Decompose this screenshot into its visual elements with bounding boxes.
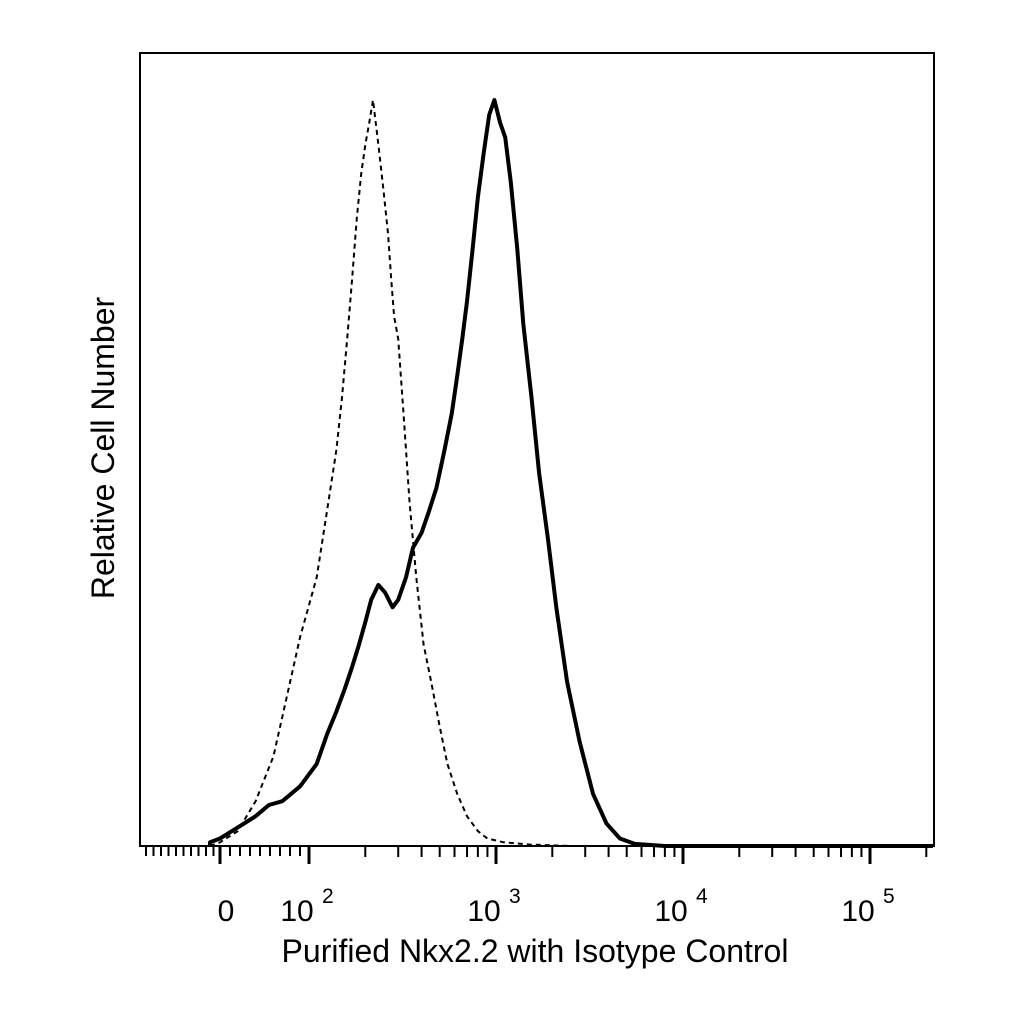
x-axis-ticks [140, 845, 934, 864]
x-tick-label: 10 [280, 895, 313, 928]
x-tick-label: 10 [841, 895, 874, 928]
nkx2-2-histogram [208, 98, 933, 848]
series-layer [208, 98, 933, 848]
x-tick-labels: 0 10 2 10 3 10 4 10 5 [218, 885, 895, 928]
x-tick-label: 10 [654, 895, 687, 928]
x-tick-exponent: 4 [696, 885, 708, 908]
x-axis-label: Purified Nkx2.2 with Isotype Control [282, 933, 789, 969]
x-tick-label: 10 [467, 895, 500, 928]
isotype-control-histogram [209, 99, 571, 847]
y-axis-label: Relative Cell Number [85, 296, 121, 599]
x-tick-exponent: 2 [322, 885, 334, 908]
x-tick-label: 0 [218, 895, 235, 928]
x-tick-exponent: 3 [509, 885, 521, 908]
x-tick-exponent: 5 [883, 885, 895, 908]
